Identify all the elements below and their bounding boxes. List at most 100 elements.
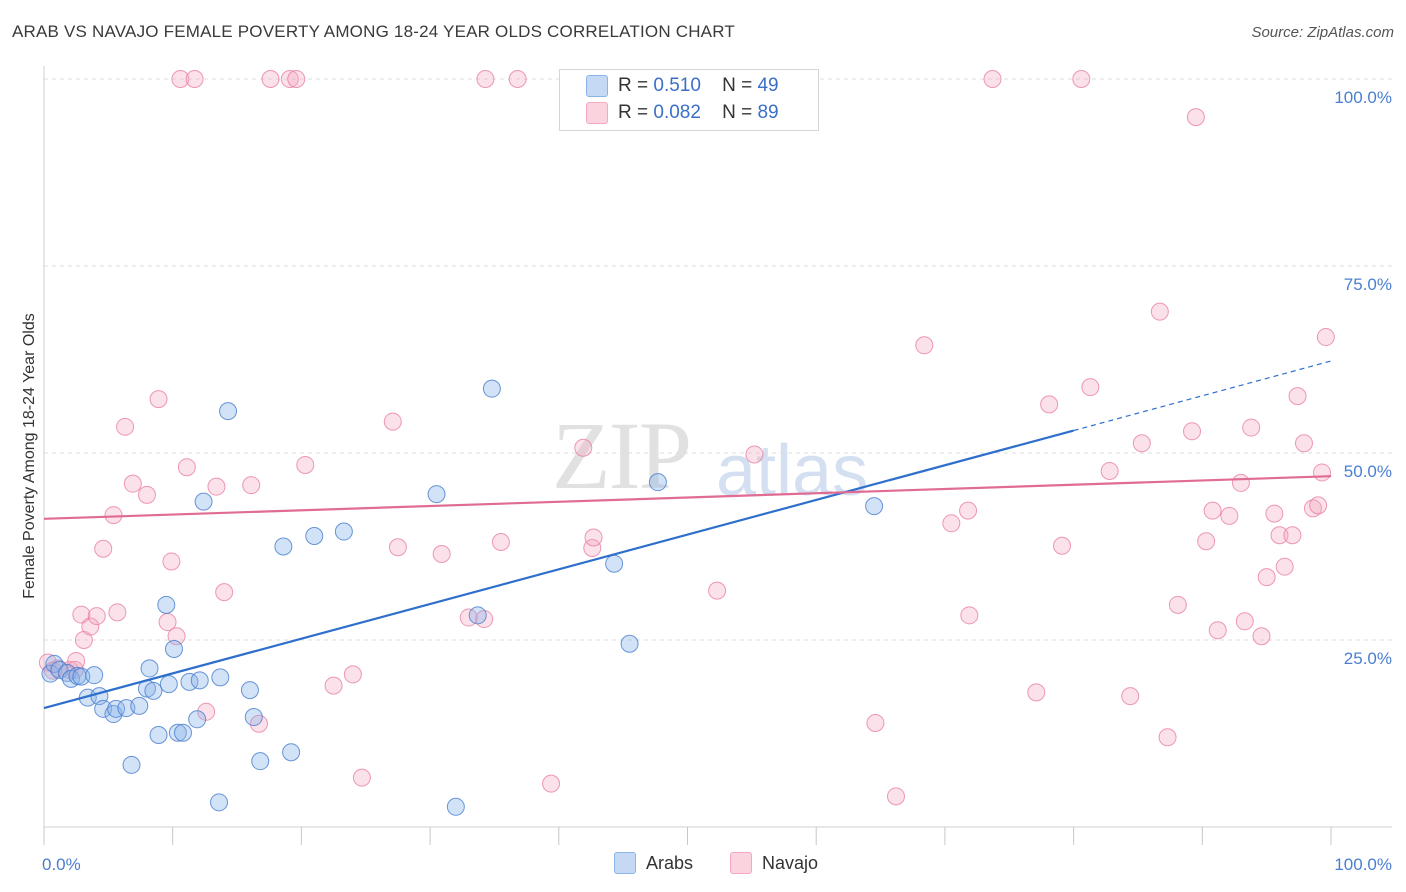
arabs-legend-swatch	[614, 852, 636, 874]
navajo-point	[352, 768, 371, 787]
chart-title: ARAB VS NAVAJO FEMALE POVERTY AMONG 18-2…	[12, 22, 735, 41]
navajo-point	[1265, 504, 1284, 523]
arabs-point	[144, 681, 163, 700]
navajo-point	[296, 455, 315, 474]
arabs-point	[605, 554, 624, 573]
trend-lines	[43, 360, 1332, 710]
arabs-point	[188, 710, 207, 729]
navajo-trend-line	[43, 475, 1332, 520]
arabs-point	[164, 639, 183, 658]
arabs-point	[482, 379, 501, 398]
navajo-point	[574, 438, 593, 457]
navajo-point	[1072, 70, 1091, 88]
arabs-point	[865, 497, 884, 516]
navajo-point	[942, 514, 961, 533]
legend-item-navajo[interactable]: Navajo	[730, 852, 818, 874]
arabs-point	[305, 527, 324, 546]
arabs-point	[468, 606, 487, 625]
arabs-trend-line	[43, 429, 1074, 710]
axes	[43, 66, 1392, 845]
navajo-point	[960, 606, 979, 625]
navajo-point	[886, 787, 905, 806]
arabs-legend-label: Arabs	[646, 852, 694, 873]
y-tick-label: 100.0%	[1334, 88, 1392, 107]
arabs-point	[168, 723, 187, 742]
navajo-point	[1100, 461, 1119, 480]
arabs-point	[240, 681, 259, 700]
navajo-legend-label: Navajo	[762, 852, 819, 873]
navajo-point	[866, 714, 885, 733]
navajo-point	[137, 485, 156, 504]
arabs-r-value: 0.510	[653, 75, 701, 96]
navajo-point	[1252, 627, 1271, 646]
legend-item-arabs[interactable]: Arabs	[614, 852, 693, 874]
navajo-point	[1158, 728, 1177, 747]
arabs-point	[211, 668, 230, 687]
navajo-point	[959, 501, 978, 520]
navajo-point	[491, 533, 510, 552]
y-axis-label: Female Poverty Among 18-24 Year Olds	[21, 313, 38, 599]
navajo-point	[1168, 595, 1187, 614]
navajo-point	[476, 70, 495, 88]
chart-source: Source: ZipAtlas.com	[1251, 24, 1394, 41]
navajo-point	[383, 412, 402, 431]
navajo-point	[1270, 526, 1289, 545]
navajo-point	[1235, 612, 1254, 631]
arabs-point	[251, 752, 270, 771]
arabs-point	[446, 797, 465, 816]
arabs-point	[194, 492, 213, 511]
navajo-point	[1186, 108, 1205, 127]
navajo-point	[1288, 387, 1307, 406]
arabs-n-label: N =	[722, 75, 753, 96]
arabs-point	[334, 522, 353, 541]
navajo-point	[1040, 395, 1059, 414]
navajo-point	[87, 607, 106, 626]
navajo-legend-swatch	[730, 852, 752, 874]
navajo-point	[1121, 687, 1140, 706]
watermark-zip: ZIP	[552, 402, 692, 509]
navajo-point	[508, 70, 527, 88]
arabs-swatch	[586, 75, 608, 97]
arabs-point	[159, 675, 178, 694]
navajo-point	[177, 458, 196, 477]
navajo-point	[1312, 463, 1331, 482]
arabs-point	[94, 699, 113, 718]
arabs-point	[140, 659, 159, 678]
navajo-point	[983, 70, 1002, 88]
y-tick-label: 50.0%	[1344, 462, 1392, 481]
navajo-point	[745, 445, 764, 464]
arabs-point	[122, 755, 141, 774]
arabs-point	[173, 723, 192, 742]
arabs-point	[648, 473, 667, 492]
navajo-point	[171, 70, 190, 88]
navajo-point	[1309, 496, 1328, 515]
arabs-point	[85, 666, 104, 685]
x-tick-label: 0.0%	[42, 855, 81, 874]
watermark-atlas: atlas	[716, 431, 869, 511]
arabs-point	[210, 793, 229, 812]
navajo-point	[584, 528, 603, 547]
navajo-point	[104, 506, 123, 525]
navajo-point	[1150, 302, 1169, 321]
navajo-point	[1183, 422, 1202, 441]
navajo-point	[1231, 473, 1250, 492]
navajo-point	[324, 676, 343, 695]
navajo-r-label: R =	[618, 102, 649, 123]
navajo-point	[1132, 434, 1151, 453]
navajo-n-value: 89	[757, 102, 779, 123]
navajo-point	[123, 474, 142, 493]
navajo-point	[108, 603, 127, 622]
navajo-point	[1203, 501, 1222, 520]
navajo-point	[116, 417, 135, 436]
y-tick-label: 75.0%	[1344, 275, 1392, 294]
y-tick-label: 25.0%	[1344, 649, 1392, 668]
arabs-point	[107, 699, 126, 718]
arabs-point	[45, 654, 64, 673]
arabs-point	[190, 671, 209, 690]
navajo-n-label: N =	[722, 102, 753, 123]
navajo-point	[1275, 557, 1294, 576]
navajo-point	[280, 70, 299, 88]
x-tick-label: 100.0%	[1334, 855, 1392, 874]
arabs-point	[149, 725, 168, 744]
